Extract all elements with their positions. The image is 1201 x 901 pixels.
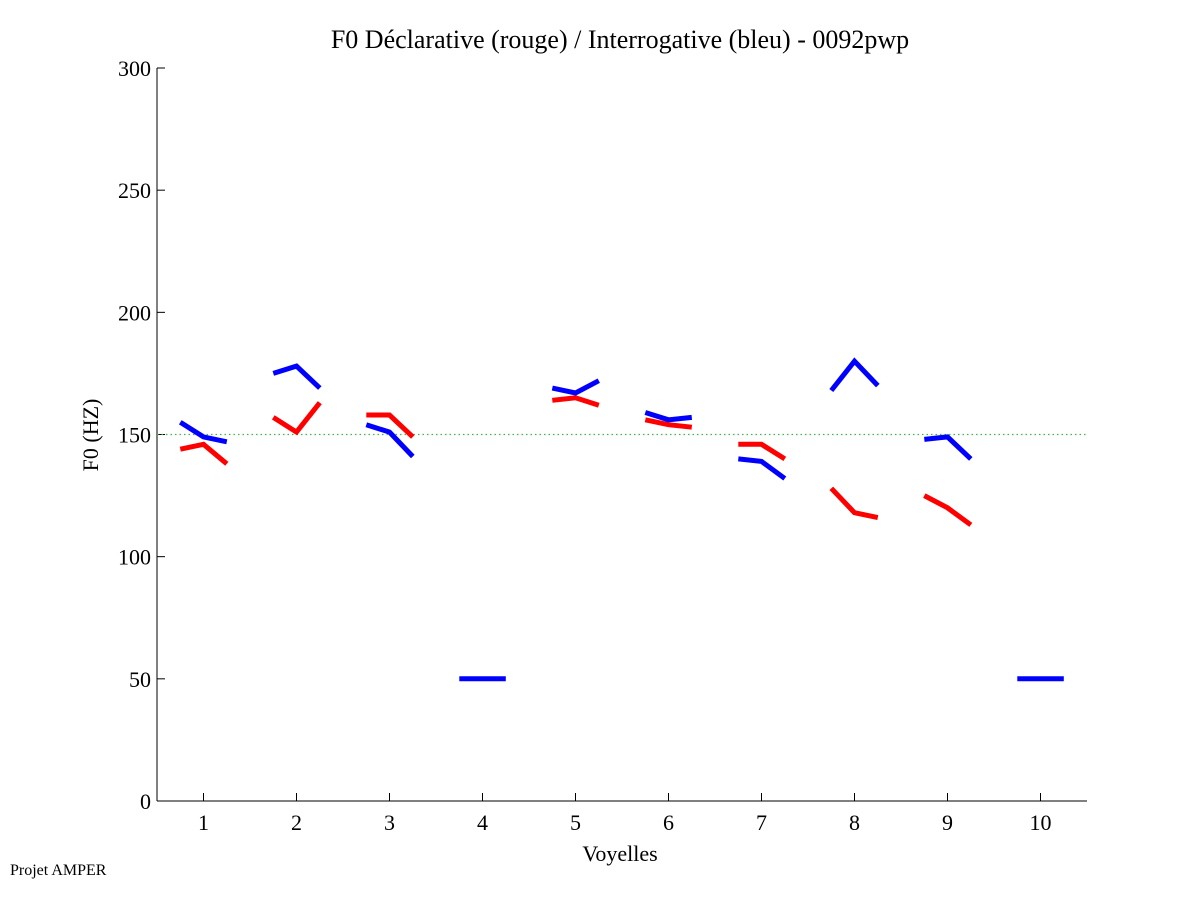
y-tick-label: 250 bbox=[118, 178, 151, 203]
x-axis-title: Voyelles bbox=[582, 841, 657, 866]
y-tick-label: 150 bbox=[118, 423, 151, 448]
x-tick-label: 1 bbox=[198, 810, 209, 835]
x-tick-label: 4 bbox=[477, 810, 488, 835]
y-axis-title: F0 (HZ) bbox=[78, 399, 103, 472]
interrogative-segment-vowel-8 bbox=[829, 357, 880, 393]
x-tick-label: 6 bbox=[663, 810, 674, 835]
declarative-segment-vowel-8 bbox=[829, 486, 879, 521]
footer-note: Projet AMPER bbox=[10, 862, 107, 879]
declarative-segment-vowel-6 bbox=[644, 417, 693, 430]
chart-title: F0 Déclarative (rouge) / Interrogative (… bbox=[331, 25, 909, 54]
declarative-segment-vowel-7 bbox=[738, 441, 787, 462]
declarative-segment-vowel-1 bbox=[179, 441, 229, 466]
x-tick-label: 7 bbox=[756, 810, 767, 835]
interrogative-segment-vowel-6 bbox=[644, 410, 693, 423]
x-tick-label: 3 bbox=[384, 810, 395, 835]
y-tick-label: 0 bbox=[140, 789, 151, 814]
x-tick-label: 5 bbox=[570, 810, 581, 835]
interrogative-segment-vowel-9 bbox=[924, 434, 973, 461]
interrogative-segment-vowel-1 bbox=[178, 420, 228, 445]
interrogative-segment-vowel-3 bbox=[365, 422, 415, 459]
declarative-segment-vowel-2 bbox=[271, 401, 322, 436]
y-tick-label: 100 bbox=[118, 545, 151, 570]
x-tick-label: 10 bbox=[1030, 810, 1052, 835]
interrogative-segment-vowel-5 bbox=[551, 378, 600, 396]
declarative-segment-vowel-3 bbox=[366, 412, 415, 439]
y-tick-label: 50 bbox=[129, 667, 151, 692]
y-tick-label: 300 bbox=[118, 56, 151, 81]
plot-area: 0 50 100 150 200 250 300 1 2 3 4 5 6 7 8 9 10 bbox=[118, 56, 1087, 835]
x-tick-label: 2 bbox=[291, 810, 302, 835]
declarative-segment-vowel-5 bbox=[552, 395, 600, 408]
interrogative-segment-vowel-2 bbox=[272, 363, 322, 390]
declarative-segment-vowel-9 bbox=[923, 493, 973, 527]
interrogative-segment-vowel-7 bbox=[738, 456, 787, 481]
x-tick-label: 8 bbox=[849, 810, 860, 835]
y-tick-label: 200 bbox=[118, 300, 151, 325]
x-tick-label: 9 bbox=[942, 810, 953, 835]
